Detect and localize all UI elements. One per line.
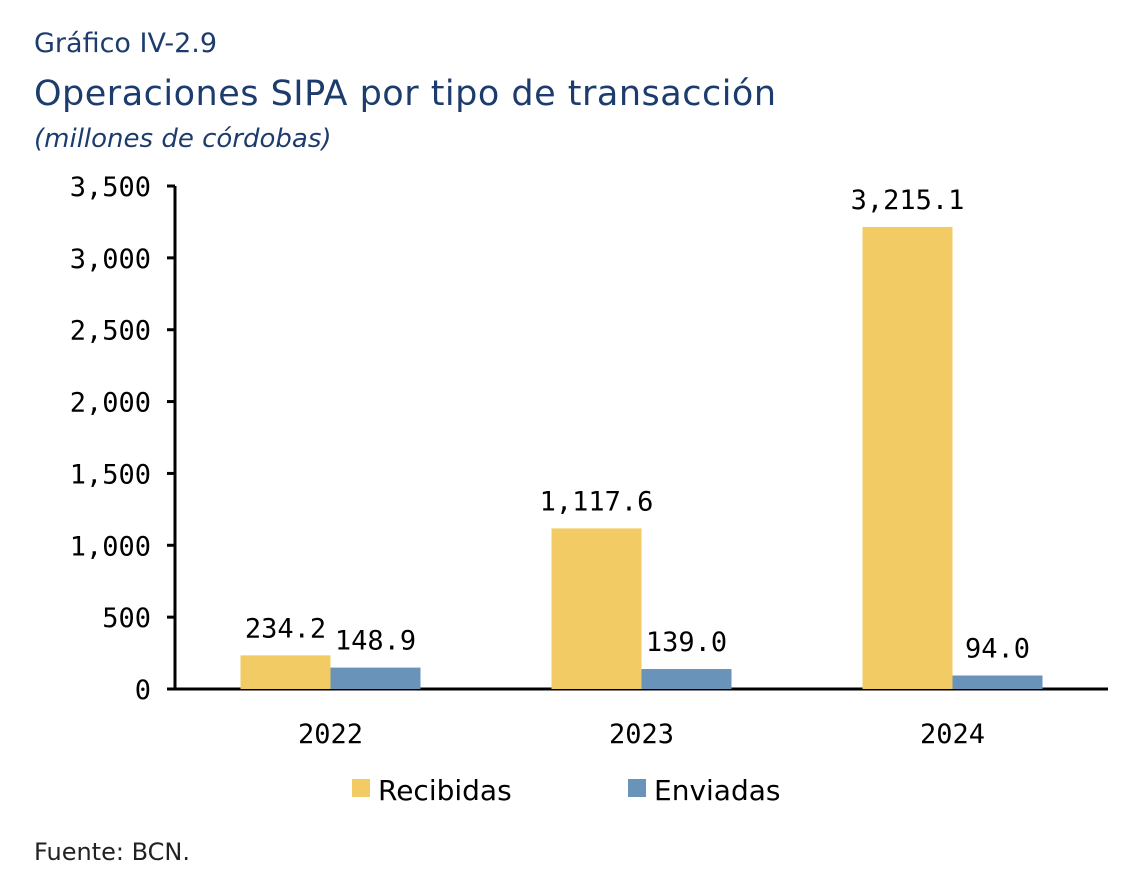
bar-enviadas-2024 xyxy=(952,675,1043,689)
legend-label-enviadas: Enviadas xyxy=(654,774,780,807)
x-tick-label: 2024 xyxy=(920,719,985,750)
y-tick-label: 0 xyxy=(135,675,151,706)
bar-enviadas-2022 xyxy=(330,667,421,689)
y-tick-label: 3,500 xyxy=(70,172,151,203)
chart-title: Operaciones SIPA por tipo de transacción xyxy=(34,74,777,114)
y-tick-label: 2,500 xyxy=(70,316,151,347)
chart-data-labels: 234.2 148.9 1,117.6 139.0 3,215.1 94.0 xyxy=(245,185,1030,665)
chart-legend: Recibidas Enviadas xyxy=(352,774,780,807)
data-label: 139.0 xyxy=(646,627,727,658)
legend-swatch-recibidas xyxy=(352,779,370,797)
data-label: 94.0 xyxy=(965,633,1030,664)
bar-enviadas-2023 xyxy=(641,669,732,689)
bar-recibidas-2022 xyxy=(240,655,331,689)
y-tick-label: 1,000 xyxy=(70,531,151,562)
data-label: 1,117.6 xyxy=(540,486,654,517)
source-note: Fuente: BCN. xyxy=(34,838,190,866)
bar-recibidas-2024 xyxy=(862,226,953,689)
units-subtitle: (millones de córdobas) xyxy=(34,124,332,154)
data-label: 234.2 xyxy=(245,613,326,644)
data-label: 148.9 xyxy=(335,626,416,657)
y-tick-label: 500 xyxy=(102,603,151,634)
y-tick-label: 3,000 xyxy=(70,244,151,275)
y-tick-label: 2,000 xyxy=(70,388,151,419)
y-tick-label: 1,500 xyxy=(70,459,151,490)
legend-swatch-enviadas xyxy=(628,779,646,797)
bar-recibidas-2023 xyxy=(551,528,642,689)
data-label: 3,215.1 xyxy=(851,185,965,216)
chart-bars xyxy=(240,226,1043,689)
legend-label-recibidas: Recibidas xyxy=(378,774,512,807)
x-tick-label: 2023 xyxy=(609,719,674,750)
figure-number: Gráfico IV-2.9 xyxy=(34,28,218,59)
x-tick-label: 2022 xyxy=(298,719,363,750)
